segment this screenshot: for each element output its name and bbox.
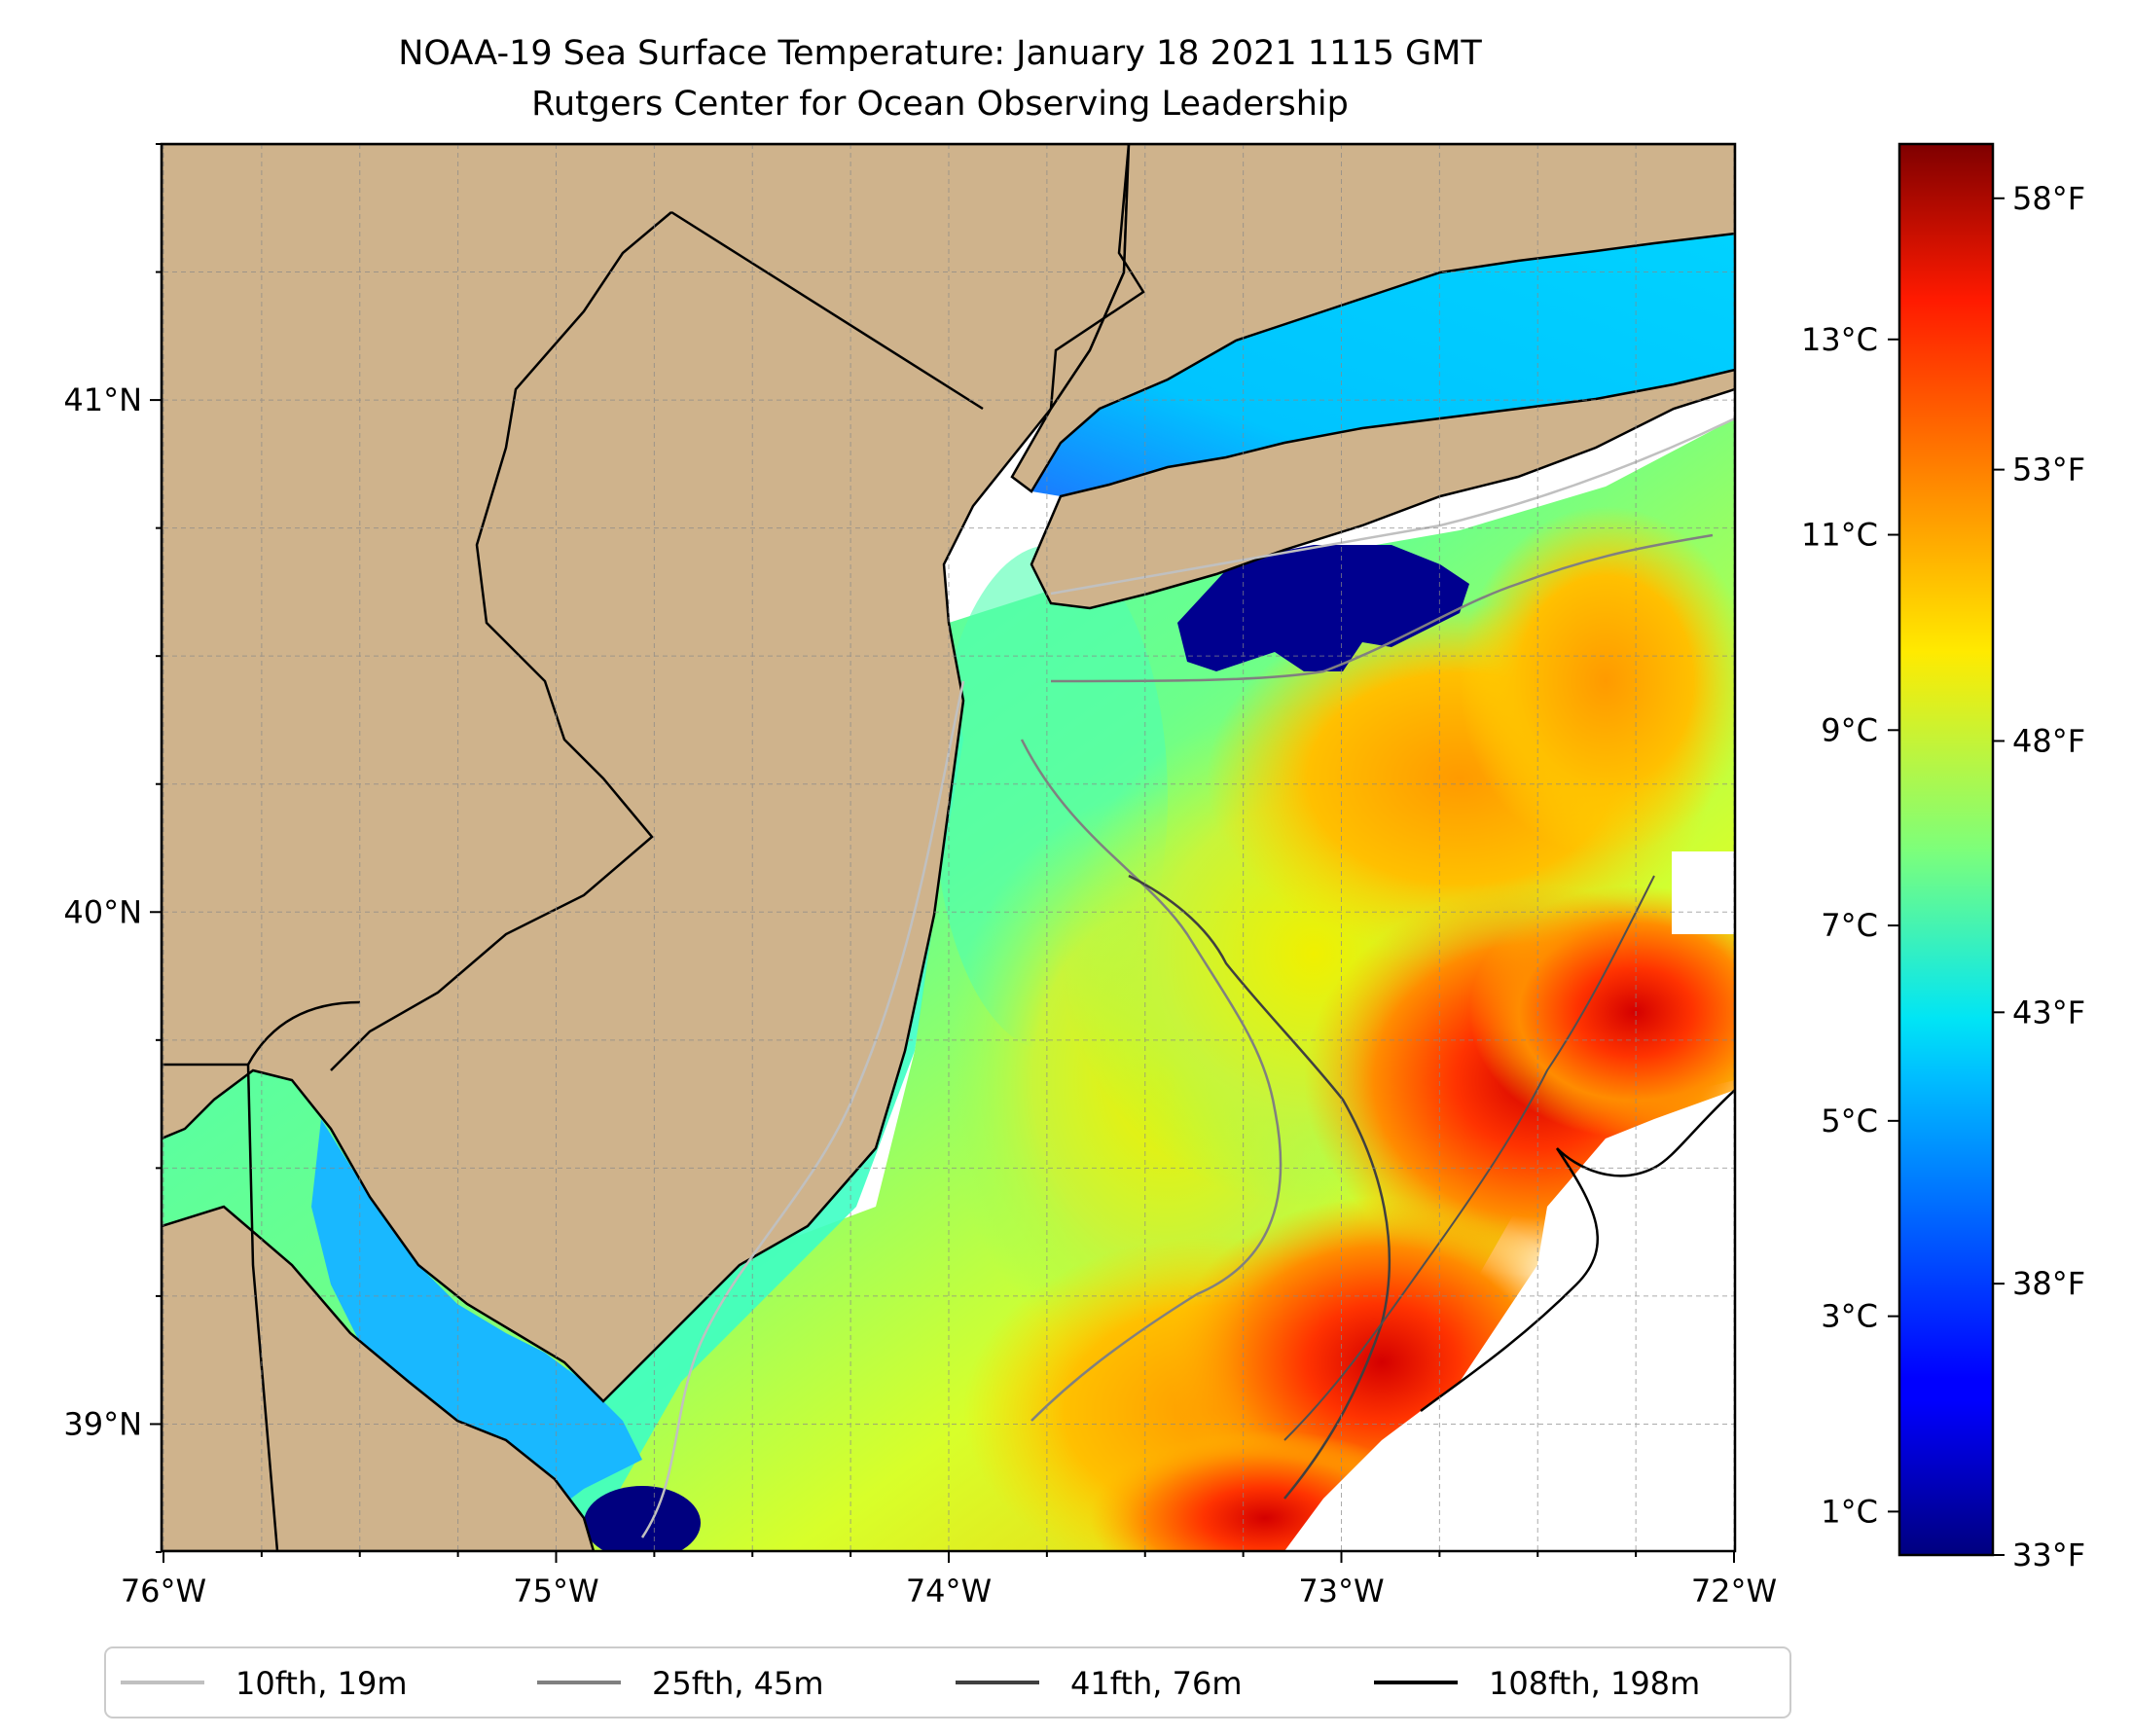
isobath-76m (1128, 874, 1391, 1500)
state-border-nj-pa (330, 211, 672, 1071)
colorbar-f-tick-label: 48°F (2012, 722, 2085, 759)
colorbar-gradient (1897, 142, 1995, 1557)
sst-missing-data-east (1284, 1090, 1735, 1551)
legend-label: 25fth, 45m (652, 1665, 823, 1702)
legend-label: 10fth, 19m (235, 1665, 407, 1702)
colorbar-f-ticks: 33°F 38°F 43°F 48°F 53°F 58°F (1993, 180, 2085, 1573)
lon-tick-label: 75°W (513, 1573, 598, 1609)
colorbar-f-tick-label: 43°F (2012, 994, 2085, 1031)
map-subtitle: Rutgers Center for Ocean Observing Leade… (531, 85, 1349, 124)
long-island-sound (1031, 234, 1735, 496)
map-grid (163, 144, 1735, 1551)
isobath-45m-north (1050, 533, 1714, 683)
colorbar-c-tick-label: 11°C (1801, 517, 1878, 554)
map-panel (162, 144, 1735, 1551)
lon-tick-label: 74°W (906, 1573, 992, 1609)
state-border-de-md (162, 1063, 279, 1551)
colorbar-c-tick-label: 9°C (1821, 711, 1878, 748)
delaware-bay (311, 1119, 642, 1518)
legend-label: 108fth, 198m (1489, 1665, 1700, 1702)
lon-tick-label: 73°W (1298, 1573, 1384, 1609)
lon-tick-label: 72°W (1691, 1573, 1777, 1609)
lon-tick-label: 76°W (121, 1573, 206, 1609)
map-title: NOAA-19 Sea Surface Temperature: January… (398, 34, 1482, 73)
isobath-19m-li (1050, 416, 1735, 596)
state-border-nj-ny (670, 210, 984, 411)
state-border-ny-ct (1049, 144, 1145, 410)
lon-axis: 76°W 75°W 74°W 73°W 72°W (121, 1551, 1777, 1609)
land-long-island (1030, 368, 1735, 610)
lat-tick-label: 39°N (63, 1405, 142, 1442)
legend: 10fth, 19m 25fth, 45m 41fth, 76m 108fth, 19… (104, 1646, 1791, 1718)
colorbar-c-tick-label: 3°C (1821, 1298, 1878, 1335)
colorbar-f-tick-label: 38°F (2012, 1265, 2085, 1302)
colorbar-c-tick-label: 5°C (1821, 1103, 1878, 1139)
legend-box (104, 1646, 1791, 1718)
colorbar-c-tick-label: 13°C (1801, 321, 1878, 358)
colorbar-c-tick-label: 7°C (1821, 907, 1878, 944)
isobath-45m (1020, 739, 1283, 1422)
legend-label: 41fth, 76m (1070, 1665, 1242, 1702)
colorbar-c-tick-label: 1°C (1821, 1493, 1878, 1530)
colorbar-f-tick-label: 53°F (2012, 452, 2085, 488)
colorbar-f-tick-label: 58°F (2012, 180, 2085, 217)
colorbar-f-tick-label: 33°F (2012, 1537, 2085, 1573)
colorbar-c-ticks: 1°C 3°C 5°C 7°C 9°C 11°C 13°C (1801, 321, 1899, 1530)
isobath-19m (640, 680, 965, 1538)
state-border-pa-de-arc (246, 1000, 361, 1066)
lat-axis: 39°N 40°N 41°N (63, 143, 162, 1553)
lat-tick-label: 40°N (63, 893, 142, 930)
isobath-108fth-shelfbreak (1283, 875, 1655, 1441)
colorbar: 33°F 38°F 43°F 48°F 53°F 58°F 1°C 3°C 5°C 7°C 9°C… (1801, 142, 2085, 1573)
land-mainland (162, 144, 1131, 1403)
lat-tick-label: 41°N (63, 381, 142, 418)
